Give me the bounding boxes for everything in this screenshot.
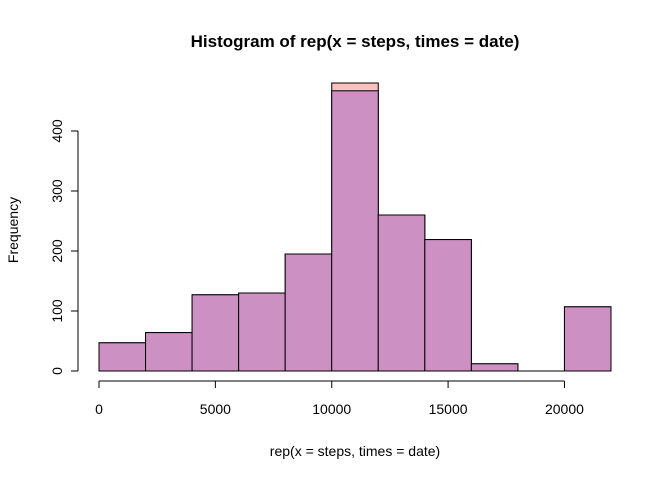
- foreground-bar: [424, 239, 472, 372]
- y-tick-label: 300: [49, 179, 65, 203]
- y-axis-label: Frequency: [5, 197, 21, 263]
- foreground-bar: [563, 306, 612, 372]
- y-tick-label: 100: [49, 299, 65, 323]
- x-tick-label: 10000: [312, 401, 351, 417]
- foreground-bar: [191, 294, 240, 372]
- x-tick-label: 20000: [545, 401, 584, 417]
- y-axis: 0 100 200 300 400: [49, 119, 79, 375]
- x-axis: 0 5000 10000 15000 20000: [95, 380, 584, 417]
- foreground-bars: [98, 90, 612, 372]
- foreground-bar: [238, 292, 286, 372]
- foreground-bar: [331, 90, 379, 372]
- foreground-bar: [470, 363, 519, 372]
- x-tick-label: 0: [95, 401, 103, 417]
- chart-title: Histogram of rep(x = steps, times = date…: [191, 32, 520, 51]
- y-tick-label: 400: [49, 119, 65, 143]
- x-axis-label: rep(x = steps, times = date): [270, 443, 440, 459]
- y-tick-label: 0: [49, 367, 65, 375]
- x-tick-label: 15000: [429, 401, 468, 417]
- x-tick-label: 5000: [200, 401, 231, 417]
- foreground-bar: [377, 214, 426, 372]
- foreground-bar: [145, 332, 193, 372]
- foreground-bar: [284, 253, 333, 372]
- y-tick-label: 200: [49, 239, 65, 263]
- foreground-bar: [98, 342, 147, 372]
